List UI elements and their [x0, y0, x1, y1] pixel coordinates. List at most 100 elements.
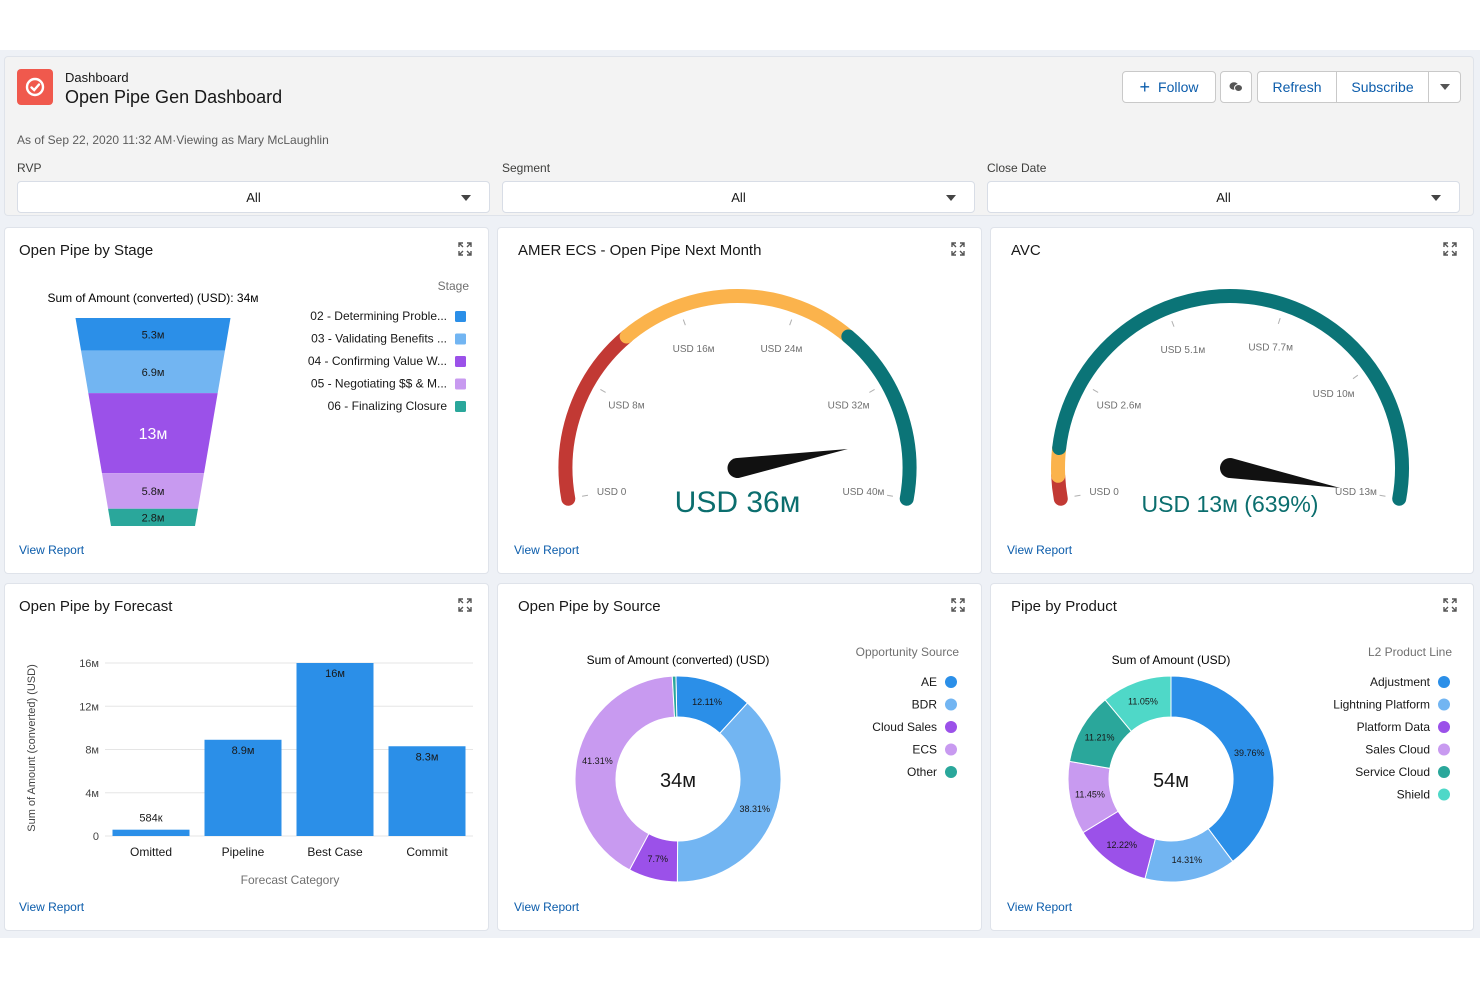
- refresh-button[interactable]: Refresh: [1257, 71, 1337, 103]
- plus-icon: +: [1139, 77, 1151, 97]
- gauge-chart: USD 0 USD 2.6м USD 5.1м USD 7.7м USD 10м USD …: [1051, 289, 1409, 517]
- chat-bubbles-icon: [1229, 82, 1243, 92]
- donut-slice-label: 12.22%: [1106, 840, 1137, 850]
- page-title: Open Pipe Gen Dashboard: [65, 87, 283, 107]
- funnel-value-label: 2.8м: [142, 512, 165, 524]
- filter-close-date-value: All: [1216, 189, 1231, 205]
- gauge-value-label: USD 36м: [675, 486, 801, 519]
- legend-swatch: [455, 401, 466, 412]
- expand-icon[interactable]: [1443, 242, 1457, 256]
- gauge-band: [619, 289, 856, 344]
- card-amer-ecs-open-pipe: AMER ECS - Open Pipe Next Month USD 0 USD…: [497, 227, 982, 574]
- filter-rvp-select[interactable]: All: [17, 181, 490, 213]
- legend-title: Opportunity Source: [856, 645, 960, 659]
- x-tick-label: Commit: [406, 845, 448, 859]
- legend-item-label: AE: [921, 675, 937, 689]
- gauge-band: [1052, 289, 1409, 506]
- share-button[interactable]: [1220, 71, 1252, 103]
- chart-title: Sum of Amount (converted) (USD): [587, 653, 770, 667]
- donut-slice-label: 38.31%: [740, 804, 771, 814]
- gauge-tick-label: USD 40м: [842, 487, 884, 498]
- view-report-link[interactable]: View Report: [1007, 543, 1073, 557]
- funnel-segment: [101, 473, 205, 509]
- gauge-tick-label: USD 8м: [608, 400, 644, 411]
- gauge-tick: [789, 319, 793, 326]
- expand-icon[interactable]: [951, 598, 965, 612]
- legend-title: L2 Product Line: [1368, 645, 1452, 659]
- bar: [388, 746, 466, 836]
- x-tick-label: Best Case: [307, 845, 363, 859]
- legend-item-label: 04 - Confirming Value W...: [308, 354, 447, 368]
- legend-item-label: Adjustment: [1370, 675, 1431, 689]
- dashboard-shell: Dashboard Open Pipe Gen Dashboard + Foll…: [0, 50, 1480, 938]
- funnel-chart: Sum of Amount (converted) (USD): 34м 5.3м…: [48, 279, 469, 526]
- view-report-link[interactable]: View Report: [19, 900, 85, 914]
- view-report-link[interactable]: View Report: [19, 543, 85, 557]
- legend-item-label: 06 - Finalizing Closure: [328, 399, 448, 413]
- bar-value-label: 8.9м: [232, 745, 255, 757]
- donut-slice: [671, 675, 678, 718]
- donut-slice: [676, 702, 782, 883]
- subscribe-button[interactable]: Subscribe: [1337, 71, 1429, 103]
- filter-segment-select[interactable]: All: [502, 181, 975, 213]
- funnel-segment: [108, 508, 198, 526]
- gauge-tick: [1092, 389, 1099, 393]
- legend-swatch: [1438, 743, 1450, 756]
- legend-item-label: 03 - Validating Benefits ...: [311, 332, 447, 346]
- legend-item-label: Sales Cloud: [1365, 743, 1430, 757]
- gauge-tick-label: USD 24м: [760, 344, 802, 355]
- gauge-tick: [1171, 320, 1175, 327]
- y-axis-label: Sum of Amount (converted) (USD): [26, 664, 38, 832]
- filter-close-date-select[interactable]: All: [987, 181, 1460, 213]
- gauge-tick: [581, 494, 589, 497]
- card-title: Pipe by Product: [1011, 598, 1117, 615]
- filter-label-rvp: RVP: [17, 161, 42, 175]
- y-tick-label: 4м: [85, 788, 99, 800]
- object-type-label: Dashboard: [65, 70, 129, 85]
- donut-slice: [1170, 675, 1275, 863]
- gauge-tick: [1352, 374, 1359, 380]
- dashboard-header: Dashboard Open Pipe Gen Dashboard + Foll…: [4, 56, 1474, 216]
- view-report-link[interactable]: View Report: [1007, 900, 1073, 914]
- card-title: Open Pipe by Stage: [19, 242, 154, 259]
- legend-swatch: [1438, 766, 1450, 778]
- gauge-tick-label: USD 16м: [673, 344, 715, 355]
- more-actions-button[interactable]: [1429, 71, 1461, 103]
- card-title: AVC: [1011, 242, 1041, 259]
- card-title: Open Pipe by Forecast: [19, 598, 173, 615]
- expand-icon[interactable]: [458, 598, 472, 612]
- follow-button[interactable]: + Follow: [1122, 71, 1216, 103]
- gauge-tick: [682, 319, 686, 326]
- card-open-pipe-by-source: Open Pipe by Source Sum of Amount (conve…: [497, 583, 982, 931]
- follow-button-label: Follow: [1158, 79, 1199, 95]
- donut-slice-label: 41.31%: [582, 756, 613, 766]
- view-report-link[interactable]: View Report: [514, 900, 580, 914]
- funnel-value-label: 6.9м: [142, 367, 165, 379]
- gauge-tick-label: USD 2.6м: [1097, 400, 1142, 411]
- bar: [204, 739, 282, 836]
- card-open-pipe-by-stage: Open Pipe by Stage Sum of Amount (conver…: [4, 227, 489, 574]
- view-report-link[interactable]: View Report: [514, 543, 580, 557]
- x-tick-label: Pipeline: [222, 845, 265, 859]
- gauge-tick-label: USD 0: [1089, 487, 1119, 498]
- legend-item-label: Platform Data: [1357, 720, 1431, 734]
- bar-value-label: 16м: [325, 668, 345, 680]
- gauge-tick: [600, 389, 606, 393]
- donut-slice-label: 11.05%: [1128, 696, 1158, 706]
- expand-icon[interactable]: [1443, 598, 1457, 612]
- donut-center-label: 54м: [1153, 770, 1189, 792]
- gauge-tick-label: USD 0: [597, 487, 627, 498]
- gauge-tick-label: USD 7.7м: [1248, 343, 1293, 354]
- y-tick-label: 12м: [79, 701, 99, 713]
- legend-swatch: [1438, 698, 1450, 711]
- bar-value-label: 584к: [139, 813, 162, 825]
- chart-title: Sum of Amount (converted) (USD): 34м: [48, 291, 259, 305]
- expand-icon[interactable]: [458, 242, 472, 256]
- legend-swatch: [945, 743, 957, 756]
- chart-title: Sum of Amount (USD): [1112, 653, 1231, 667]
- x-axis-label: Forecast Category: [241, 873, 340, 887]
- legend-item-label: ECS: [912, 743, 937, 757]
- dashboard-gauge-icon: [17, 69, 53, 105]
- expand-icon[interactable]: [951, 242, 965, 256]
- donut-slice-label: 12.11%: [692, 697, 722, 707]
